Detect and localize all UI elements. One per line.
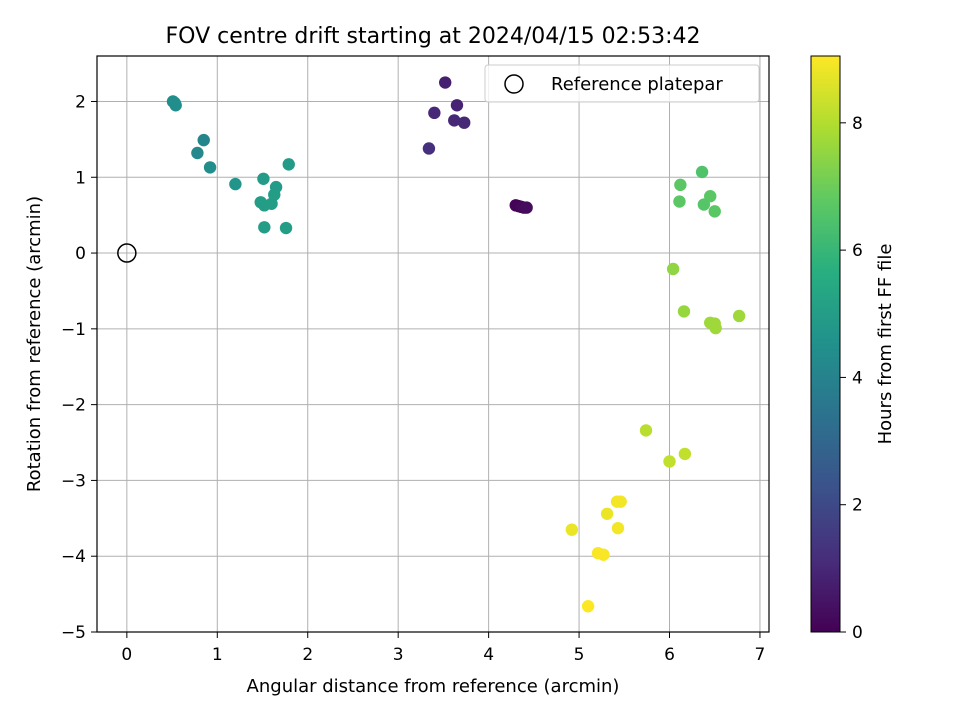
- y-tick-label: −1: [61, 320, 86, 340]
- y-axis-label: Rotation from reference (arcmin): [24, 196, 45, 492]
- data-point: [265, 197, 278, 210]
- colorbar-ticks: 0 2 4 6 8: [840, 114, 863, 643]
- data-point: [191, 146, 204, 160]
- colorbar-tick-label: 2: [852, 496, 863, 516]
- grid-lines: [97, 56, 769, 633]
- data-point: [708, 205, 721, 218]
- data-point: [458, 116, 471, 129]
- x-tick-label: 2: [302, 645, 313, 665]
- data-point: [520, 201, 533, 214]
- data-point: [439, 76, 452, 89]
- plot-frame: [96, 55, 770, 633]
- data-point: [257, 172, 270, 185]
- data-point: [450, 99, 464, 112]
- colorbar: [810, 55, 841, 633]
- data-point: [203, 161, 217, 174]
- data-point: [709, 321, 722, 335]
- data-point: [663, 455, 676, 468]
- data-point: [611, 521, 625, 535]
- y-tick-label: 1: [75, 168, 86, 188]
- y-axis-ticks: −5 −4 −3 −2 −1 0 1 2: [61, 92, 97, 643]
- x-tick-label: 6: [664, 645, 675, 665]
- data-point: [666, 262, 680, 276]
- reference-platepar-marker: [117, 243, 137, 263]
- data-point: [678, 447, 692, 461]
- data-point: [639, 424, 653, 437]
- data-point: [673, 195, 686, 208]
- x-axis-label: Angular distance from reference (arcmin): [247, 676, 620, 697]
- legend-reference-marker: [504, 74, 524, 94]
- data-point: [422, 142, 436, 155]
- colorbar-tick-label: 8: [852, 114, 863, 134]
- y-tick-label: −4: [61, 547, 86, 567]
- chart-title: FOV centre drift starting at 2024/04/15 …: [166, 24, 701, 49]
- data-point: [279, 221, 293, 235]
- data-point: [581, 600, 595, 613]
- colorbar-tick-label: 4: [852, 368, 863, 388]
- y-tick-label: 2: [75, 92, 86, 112]
- x-axis-ticks: 0 1 2 3 4 5 6 7: [121, 632, 765, 665]
- data-point: [695, 165, 709, 179]
- legend-box: [484, 64, 760, 103]
- y-tick-label: −2: [61, 396, 86, 416]
- legend-entry-reference: Reference platepar: [551, 74, 723, 95]
- colorbar-tick-label: 0: [852, 623, 863, 643]
- legend: Reference platepar: [484, 64, 760, 103]
- data-point: [674, 178, 687, 192]
- data-point: [732, 309, 746, 323]
- colorbar-tick-label: 6: [852, 241, 863, 261]
- y-tick-label: 0: [75, 244, 86, 264]
- data-point: [229, 177, 242, 191]
- x-tick-label: 3: [393, 645, 404, 665]
- data-point: [448, 114, 461, 127]
- data-point: [697, 198, 711, 211]
- data-point: [614, 495, 627, 508]
- colorbar-label: Hours from first FF file: [875, 244, 896, 445]
- data-point: [597, 548, 610, 561]
- data-point: [565, 523, 579, 536]
- x-tick-label: 1: [212, 645, 223, 665]
- y-tick-label: −5: [61, 623, 86, 643]
- x-tick-label: 4: [483, 645, 494, 665]
- data-point: [258, 221, 271, 234]
- data-point: [197, 133, 210, 147]
- x-tick-label: 0: [121, 645, 132, 665]
- x-tick-label: 5: [574, 645, 585, 665]
- x-tick-label: 7: [755, 645, 766, 665]
- data-points: [166, 76, 746, 613]
- data-point: [169, 99, 182, 112]
- y-tick-label: −3: [61, 471, 86, 491]
- data-point: [428, 106, 441, 120]
- data-point: [600, 507, 614, 520]
- data-point: [282, 158, 295, 171]
- data-point: [677, 305, 691, 318]
